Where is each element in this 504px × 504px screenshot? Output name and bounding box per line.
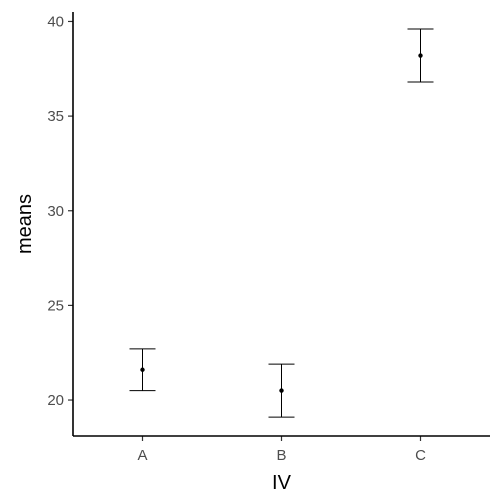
x-tick-label: B xyxy=(276,447,286,464)
x-tick-label: C xyxy=(415,447,426,464)
x-axis-ticks: A B C xyxy=(137,436,426,464)
x-axis-title: IV xyxy=(272,472,292,494)
data-point xyxy=(140,367,145,372)
y-axis-title: means xyxy=(14,194,36,254)
data-point xyxy=(418,53,423,58)
y-tick-label: 20 xyxy=(47,392,64,409)
error-bars xyxy=(129,28,434,418)
data-points xyxy=(140,53,423,393)
y-tick-label: 25 xyxy=(47,297,64,314)
y-tick-label: 40 xyxy=(47,13,64,30)
x-tick-label: A xyxy=(137,447,147,464)
y-axis-ticks: 20 25 30 35 40 xyxy=(47,13,73,409)
y-tick-label: 35 xyxy=(47,108,64,125)
y-tick-label: 30 xyxy=(47,203,64,220)
data-point xyxy=(279,388,284,393)
